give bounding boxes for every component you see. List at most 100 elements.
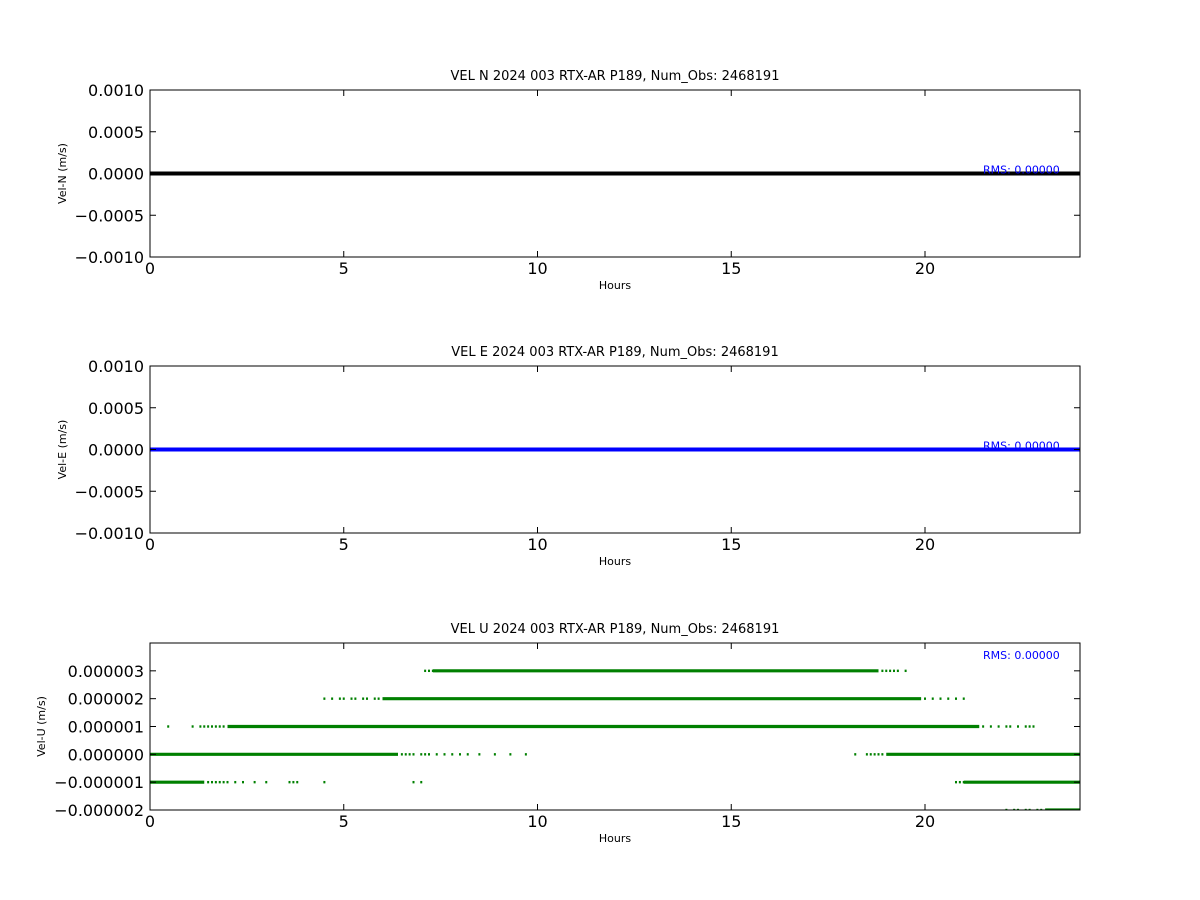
data-point — [1024, 808, 1027, 810]
x-tick-label: 10 — [527, 535, 547, 554]
data-point — [424, 669, 427, 673]
data-point — [265, 780, 268, 784]
data-point — [331, 697, 334, 700]
data-point — [885, 669, 888, 673]
chart-title: VEL U 2024 003 RTX-AR P189, Num_Obs: 246… — [451, 622, 780, 637]
data-point — [1005, 725, 1008, 728]
data-point — [893, 669, 895, 673]
x-tick-label: 5 — [339, 259, 349, 278]
data-point — [493, 753, 496, 756]
x-tick-label: 10 — [527, 259, 547, 278]
data-point — [292, 780, 295, 784]
y-tick-label: 0.000003 — [68, 662, 144, 681]
data-point — [191, 725, 194, 728]
data-point — [955, 780, 957, 784]
subplot-1: VEL N 2024 003 RTX-AR P189, Num_Obs: 246… — [56, 69, 1081, 292]
data-point — [889, 669, 892, 673]
y-tick-label: 0.0000 — [88, 441, 144, 460]
y-tick-label: 0.0010 — [88, 357, 144, 376]
data-point — [435, 753, 438, 756]
x-tick-label: 20 — [915, 535, 935, 554]
data-point — [524, 753, 527, 756]
y-tick-label: 0.0005 — [88, 123, 144, 142]
data-point — [1036, 808, 1039, 810]
data-point — [982, 725, 985, 728]
y-axis-label: Vel-N (m/s) — [56, 143, 69, 204]
y-tick-label: −0.000001 — [54, 773, 144, 792]
data-point — [478, 753, 481, 756]
y-axis-label: Vel-U (m/s) — [35, 696, 48, 757]
data-point — [288, 780, 291, 784]
y-tick-label: 0.0000 — [88, 165, 144, 184]
y-tick-label: −0.000002 — [54, 801, 144, 820]
x-tick-label: 10 — [527, 812, 547, 831]
data-point — [873, 753, 876, 756]
data-point — [1017, 725, 1019, 728]
x-tick-label: 5 — [339, 535, 349, 554]
data-point — [253, 780, 256, 784]
rms-annotation: RMS: 0.00000 — [983, 440, 1060, 453]
data-point — [459, 753, 461, 756]
data-point — [207, 725, 210, 728]
subplot-2: VEL E 2024 003 RTX-AR P189, Num_Obs: 246… — [56, 345, 1081, 568]
data-point — [203, 725, 206, 728]
data-point — [373, 697, 376, 700]
data-point — [342, 697, 345, 700]
y-tick-label: 0.0010 — [88, 81, 144, 100]
x-axis-label: Hours — [599, 832, 631, 845]
data-point — [354, 697, 357, 700]
data-point — [214, 725, 217, 728]
x-tick-label: 0 — [145, 535, 155, 554]
x-tick-label: 0 — [145, 812, 155, 831]
data-point — [323, 780, 326, 784]
data-point — [222, 725, 225, 728]
data-point — [222, 780, 225, 784]
data-point — [242, 780, 244, 784]
x-tick-label: 15 — [721, 812, 741, 831]
data-point — [509, 753, 512, 756]
x-tick-label: 20 — [915, 259, 935, 278]
data-point — [234, 780, 237, 784]
data-point — [400, 753, 403, 756]
data-point — [443, 753, 446, 756]
x-axis-label: Hours — [599, 555, 631, 568]
data-point — [377, 697, 380, 700]
data-point — [947, 697, 950, 700]
data-point — [428, 753, 430, 756]
data-point — [1017, 808, 1019, 810]
data-point — [1024, 725, 1027, 728]
y-tick-label: −0.0010 — [75, 524, 144, 543]
data-point — [323, 697, 326, 700]
data-point — [211, 780, 213, 784]
data-point — [424, 753, 427, 756]
data-point — [167, 725, 170, 728]
data-point — [989, 725, 992, 728]
x-tick-label: 20 — [915, 812, 935, 831]
x-tick-label: 15 — [721, 535, 741, 554]
data-point — [296, 780, 299, 784]
data-point — [218, 725, 221, 728]
data-point — [211, 725, 213, 728]
data-point — [366, 697, 368, 700]
y-tick-label: 0.000001 — [68, 718, 144, 737]
data-point — [896, 669, 899, 673]
y-tick-label: −0.0005 — [75, 482, 144, 501]
data-point — [924, 697, 926, 700]
data-point — [350, 697, 353, 700]
data-point — [939, 697, 942, 700]
data-point — [931, 697, 934, 700]
data-point — [218, 780, 221, 784]
data-point — [962, 697, 965, 700]
y-tick-label: 0.0005 — [88, 399, 144, 418]
data-point — [214, 780, 217, 784]
data-point — [854, 753, 857, 756]
y-tick-label: 0.000002 — [68, 690, 144, 709]
data-point — [962, 780, 965, 784]
data-point — [1009, 725, 1012, 728]
y-tick-label: 0.000000 — [68, 745, 144, 764]
data-point — [466, 753, 469, 756]
data-point — [997, 725, 1000, 728]
data-point — [338, 697, 341, 700]
data-point — [1032, 725, 1035, 728]
